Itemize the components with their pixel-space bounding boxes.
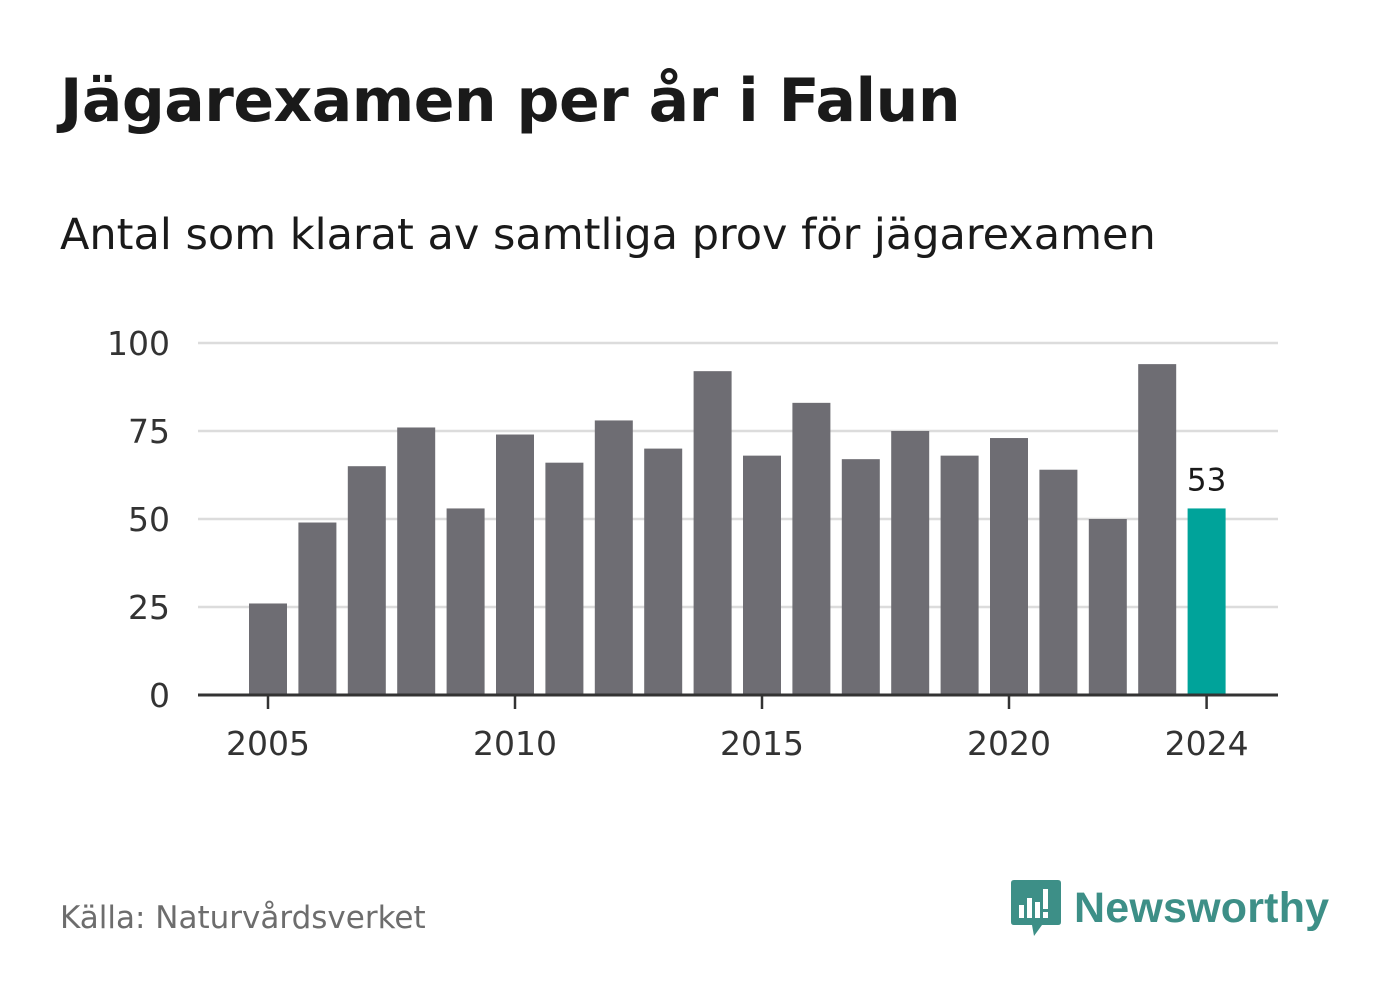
bar-2005[interactable] [249,603,287,695]
bar-2008[interactable] [397,427,436,695]
bar-2020[interactable] [990,438,1028,695]
bars [249,364,1226,695]
bar-2024[interactable] [1187,508,1226,695]
bar-2007[interactable] [347,466,386,695]
bar-2021[interactable] [1039,469,1078,695]
y-tick-label-50: 50 [128,500,170,539]
newsworthy-logo-icon [1011,880,1061,936]
x-tick-label-2015: 2015 [720,724,804,763]
chart-title: Jägarexamen per år i Falun [60,66,961,136]
bar-2015[interactable] [743,455,781,695]
labels: 0 25 50 75 100 2005 2010 2015 2020 2024 53 [107,324,1249,763]
bar-2011[interactable] [545,462,584,695]
x-tick-label-2010: 2010 [473,724,557,763]
bar-2014[interactable] [693,371,732,695]
bar-2019[interactable] [940,455,979,695]
bar-2006[interactable] [298,522,337,695]
bar-2023[interactable] [1138,364,1177,695]
bar-2018[interactable] [891,431,930,695]
y-tick-label-75: 75 [128,412,170,451]
y-tick-label-25: 25 [128,588,170,627]
y-tick-label-100: 100 [107,324,170,363]
bar-2022[interactable] [1088,519,1127,695]
data-label-2024: 53 [1187,462,1226,498]
x-tick-label-2020: 2020 [967,724,1051,763]
x-tick-label-2005: 2005 [226,724,310,763]
logo-text: Newsworthy [1074,883,1330,932]
bar-2016[interactable] [792,402,831,695]
bar-2010[interactable] [496,434,534,695]
newsworthy-logo[interactable]: Newsworthy [1010,878,1329,938]
axes [198,693,1278,709]
y-tick-label-0: 0 [149,676,170,715]
bar-2017[interactable] [841,459,880,695]
source-note: Källa: Naturvårdsverket [60,900,426,936]
bar-2009[interactable] [446,508,485,695]
bar-2013[interactable] [644,448,683,695]
x-tick-label-2024: 2024 [1165,724,1249,763]
bar-2012[interactable] [594,420,633,695]
chart-subtitle: Antal som klarat av samtliga prov för jä… [60,210,1156,260]
